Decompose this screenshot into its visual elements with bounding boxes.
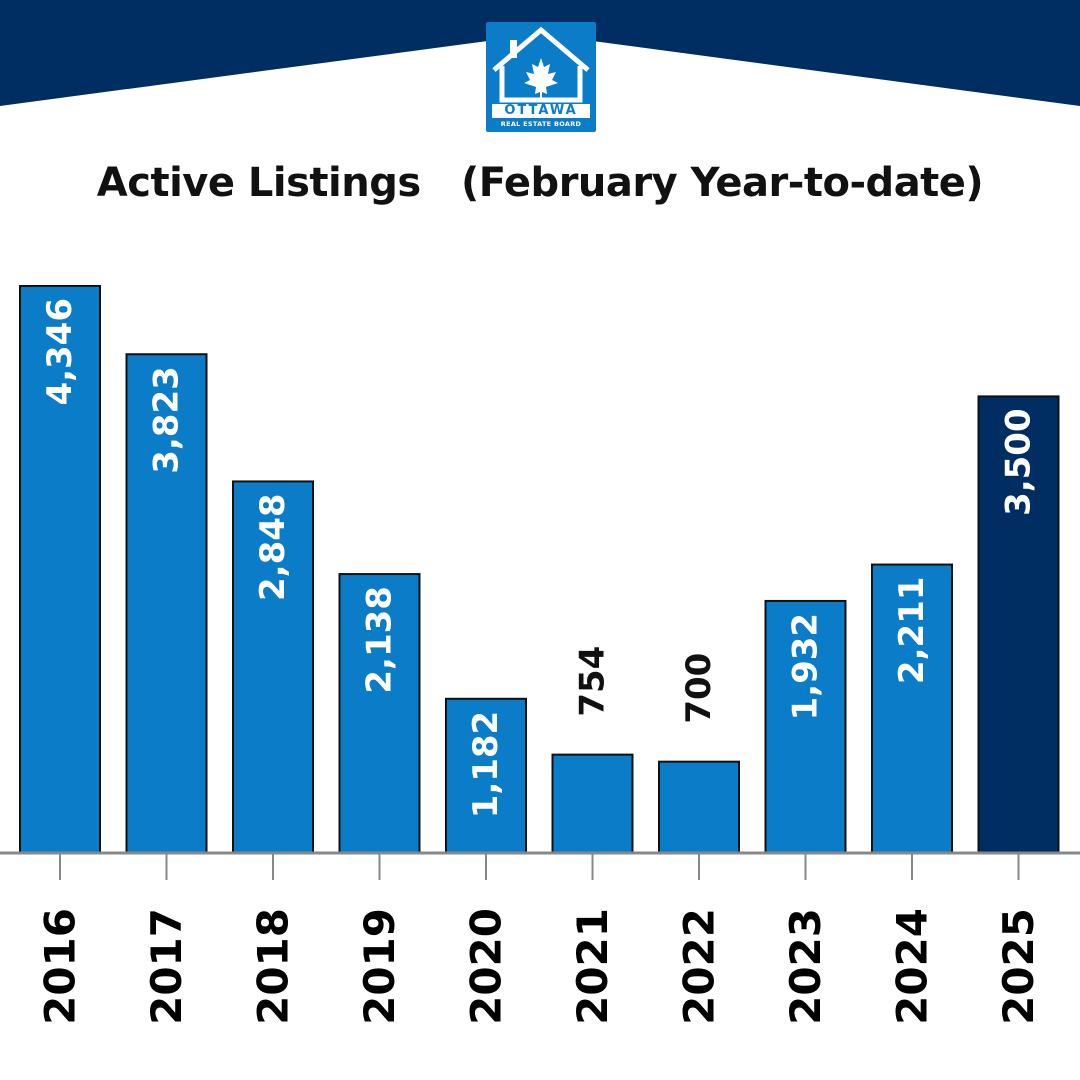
bar-2025: [977, 395, 1060, 854]
house-maple-leaf-icon: [492, 26, 590, 103]
x-tick-label-2016: 2016: [36, 908, 85, 1025]
chart-title: Active Listings (February Year-to-date): [96, 160, 984, 206]
data-label-2017: 3,823: [147, 366, 187, 474]
logo-wordmark-subtitle: REAL ESTATE BOARD: [500, 120, 582, 128]
data-label-2023: 1,932: [786, 613, 826, 721]
data-label-2025: 3,500: [999, 408, 1039, 516]
x-tick-label-2023: 2023: [781, 908, 830, 1025]
bar-2021: [551, 753, 634, 854]
bar-2017: [125, 353, 208, 854]
bar-2020: [445, 697, 527, 854]
header-banner: [0, 0, 1080, 106]
data-label-2019: 2,138: [360, 586, 400, 694]
data-label-2016: 4,346: [40, 298, 80, 406]
data-label-2018: 2,848: [253, 493, 293, 601]
ottawa-real-estate-board-logo: OTTAWA REAL ESTATE BOARD: [486, 22, 596, 132]
bar-2018: [232, 480, 314, 854]
data-label-2022: 700: [679, 653, 719, 724]
x-tick-label-2020: 2020: [462, 908, 511, 1025]
data-label-2021: 754: [573, 646, 613, 717]
x-tick-label-2019: 2019: [355, 908, 404, 1025]
logo-wordmark-ottawa: OTTAWA: [492, 104, 590, 118]
bar-2022: [658, 760, 740, 854]
bar-2019: [338, 573, 421, 855]
x-tick-label-2017: 2017: [142, 908, 191, 1025]
x-tick-label-2021: 2021: [568, 908, 617, 1025]
data-label-2020: 1,182: [466, 711, 506, 819]
data-label-2024: 2,211: [892, 577, 932, 685]
x-tick-label-2018: 2018: [249, 908, 298, 1025]
bar-2023: [764, 599, 847, 854]
x-tick-label-2022: 2022: [675, 908, 724, 1025]
x-tick-label-2024: 2024: [888, 908, 937, 1025]
x-tick-label-2025: 2025: [994, 908, 1043, 1025]
